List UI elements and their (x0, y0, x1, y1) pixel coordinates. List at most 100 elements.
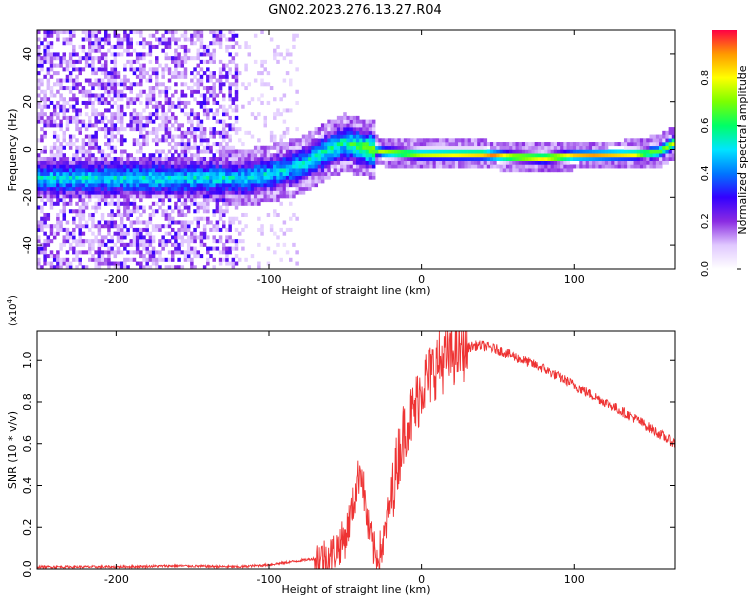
heatmap-cell (295, 160, 299, 165)
heatmap-cell (177, 198, 181, 203)
heatmap-cell (365, 145, 370, 150)
heatmap-cell (595, 145, 599, 150)
heatmap-cell (49, 254, 54, 259)
heatmap-cell (563, 145, 567, 150)
heatmap-cell (218, 153, 223, 158)
heatmap-cell (273, 134, 277, 139)
heatmap-cell (260, 190, 264, 195)
heatmap-cell (422, 153, 427, 158)
heatmap-cell (576, 156, 580, 161)
heatmap-cell (132, 227, 137, 232)
heatmap-cell (81, 242, 86, 247)
heatmap-cell (454, 149, 459, 154)
heatmap-cell (560, 149, 564, 154)
heatmap-cell (199, 104, 204, 109)
heatmap-cell (269, 134, 274, 139)
heatmap-cell (177, 127, 181, 132)
heatmap-cell (639, 145, 644, 150)
heatmap-cell (199, 149, 204, 154)
heatmap-cell (225, 201, 229, 206)
heatmap-cell (97, 261, 102, 266)
heatmap-cell (544, 145, 548, 150)
heatmap-cell (177, 186, 181, 191)
heatmap-cell (563, 164, 567, 169)
heatmap-cell (142, 115, 146, 120)
heatmap-cell (116, 37, 121, 42)
heatmap-cell (123, 48, 127, 53)
heatmap-cell (215, 186, 220, 191)
heatmap-cell (151, 71, 156, 76)
heatmap-cell (196, 175, 200, 180)
heatmap-cell (649, 142, 653, 147)
heatmap-cell (94, 119, 98, 124)
heatmap-cell (202, 198, 207, 203)
heatmap-cell (387, 138, 392, 143)
heatmap-cell (266, 194, 271, 199)
heatmap-cell (78, 224, 82, 229)
heatmap-cell (183, 254, 188, 259)
heatmap-cell (88, 250, 92, 255)
heatmap-cell (556, 168, 561, 173)
heatmap-cell (623, 156, 628, 161)
heatmap-cell (126, 216, 130, 221)
heatmap-cell (75, 239, 79, 244)
heatmap-cell (88, 123, 92, 128)
heatmap-cell (91, 108, 95, 113)
heatmap-cell (151, 179, 156, 184)
heatmap-cell (448, 142, 452, 147)
heatmap-cell (193, 175, 197, 180)
heatmap-cell (40, 112, 44, 117)
heatmap-cell (103, 156, 108, 161)
heatmap-cell (52, 186, 57, 191)
heatmap-cell (186, 183, 191, 188)
heatmap-cell (394, 164, 398, 169)
heatmap-cell (228, 235, 232, 240)
heatmap-cell (633, 138, 638, 143)
heatmap-cell (88, 78, 92, 83)
heatmap-cell (81, 190, 86, 195)
heatmap-cell (56, 190, 60, 195)
heatmap-cell (142, 257, 146, 262)
heatmap-cell (123, 179, 127, 184)
heatmap-cell (432, 160, 437, 165)
heatmap-cell (148, 115, 153, 120)
heatmap-cell (94, 257, 98, 262)
heatmap-cell (633, 156, 638, 161)
heatmap-cell (215, 93, 220, 98)
heatmap-cell (88, 227, 92, 232)
heatmap-cell (553, 153, 558, 158)
heatmap-cell (614, 156, 618, 161)
heatmap-cell (343, 134, 347, 139)
heatmap-cell (59, 104, 63, 109)
heatmap-cell (340, 149, 344, 154)
heatmap-cell (250, 97, 255, 102)
heatmap-cell (636, 149, 641, 154)
heatmap-cell (75, 138, 79, 143)
heatmap-cell (225, 48, 229, 53)
heatmap-cell (308, 153, 312, 158)
heatmap-cell (356, 168, 360, 173)
heatmap-cell (362, 145, 366, 150)
heatmap-cell (43, 30, 47, 35)
heatmap-cell (56, 82, 60, 87)
heatmap-cell (148, 179, 153, 184)
heatmap-cell (652, 142, 657, 147)
heatmap-cell (139, 171, 143, 176)
heatmap-cell (37, 112, 41, 117)
heatmap-cell (177, 231, 181, 236)
heatmap-cell (161, 239, 165, 244)
heatmap-cell (72, 108, 76, 113)
heatmap-cell (199, 134, 204, 139)
heatmap-cell (43, 97, 47, 102)
heatmap-cell (247, 194, 252, 199)
heatmap-cell (225, 149, 229, 154)
heatmap-cell (222, 63, 226, 68)
heatmap-cell (72, 194, 76, 199)
heatmap-cell (330, 130, 334, 135)
heatmap-cell (161, 74, 165, 79)
heatmap-cell (180, 108, 185, 113)
heatmap-cell (368, 123, 373, 128)
heatmap-cell (84, 153, 89, 158)
heatmap-cell (119, 142, 124, 147)
heatmap-cell (282, 56, 287, 61)
